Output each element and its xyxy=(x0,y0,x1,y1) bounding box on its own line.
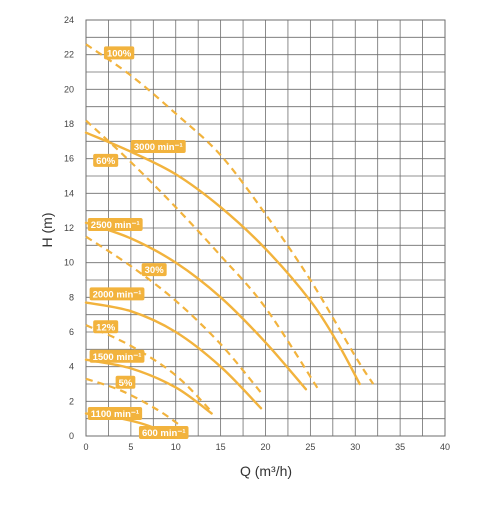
y-tick-label: 24 xyxy=(64,15,74,25)
curve-label-background xyxy=(87,218,143,232)
x-tick-label: 30 xyxy=(350,442,360,452)
y-tick-label: 6 xyxy=(69,327,74,337)
y-tick-label: 4 xyxy=(69,362,74,372)
efficiency-curve-5 xyxy=(85,377,181,427)
curve-label-background xyxy=(93,320,119,334)
curves xyxy=(84,43,375,432)
curve-label: 2000 min⁻¹ xyxy=(89,287,145,301)
y-tick-label: 20 xyxy=(64,84,74,94)
efficiency-curve-30 xyxy=(85,235,262,394)
speed-curve-3000 xyxy=(84,131,361,386)
curve-label: 600 min⁻¹ xyxy=(138,426,189,440)
curve-label-background xyxy=(87,406,143,420)
curve-label-text: 5% xyxy=(119,378,133,389)
x-tick-label: 5 xyxy=(128,442,133,452)
curve-label-text: 2000 min⁻¹ xyxy=(93,289,142,300)
curve-label: 2500 min⁻¹ xyxy=(87,218,143,232)
curve-labels: 100% 3000 min⁻¹ 60% 2500 min⁻¹ 30% 2000 min⁻¹… xyxy=(87,46,189,440)
curve-label: 60% xyxy=(93,153,119,167)
curve-label-text: 1500 min⁻¹ xyxy=(93,352,142,363)
curve-label-background xyxy=(103,46,135,60)
curve-label: 30% xyxy=(141,263,167,277)
curve-label-background xyxy=(93,153,119,167)
y-tick-label: 8 xyxy=(69,292,74,302)
x-tick-label: 10 xyxy=(171,442,181,452)
curve-label: 1500 min⁻¹ xyxy=(89,349,145,363)
x-axis-title: Q (m³/h) xyxy=(240,463,292,479)
curve-label-text: 30% xyxy=(145,265,165,276)
curve-label-text: 12% xyxy=(96,322,116,333)
curve-label-background xyxy=(89,287,145,301)
curve-label-text: 2500 min⁻¹ xyxy=(91,220,140,231)
y-axis-title: H (m) xyxy=(39,213,55,248)
y-tick-label: 16 xyxy=(64,154,74,164)
speed-curve-1500 xyxy=(84,358,213,415)
x-tick-label: 35 xyxy=(395,442,405,452)
y-tick-label: 10 xyxy=(64,258,74,268)
curve-label-background xyxy=(141,263,167,277)
efficiency-curve-12 xyxy=(85,324,213,413)
y-tick-label: 0 xyxy=(69,431,74,441)
curve-label: 3000 min⁻¹ xyxy=(130,140,186,154)
plot-frame xyxy=(85,19,446,437)
curve-label-text: 60% xyxy=(96,156,116,167)
efficiency-curve-60 xyxy=(85,119,321,392)
x-tick-label: 40 xyxy=(440,442,450,452)
curve-label-text: 3000 min⁻¹ xyxy=(134,142,183,153)
x-tick-label: 20 xyxy=(260,442,270,452)
x-tick-label: 0 xyxy=(83,442,88,452)
curve-label-background xyxy=(138,426,189,440)
curve-label-background xyxy=(130,140,186,154)
curve-label-background xyxy=(89,349,145,363)
y-tick-label: 2 xyxy=(69,396,74,406)
speed-curve-2000 xyxy=(84,301,263,410)
grid xyxy=(85,19,446,437)
curve-label: 5% xyxy=(115,375,136,389)
y-tick-label: 18 xyxy=(64,119,74,129)
speed-curve-2500 xyxy=(84,221,308,391)
y-tick-label: 14 xyxy=(64,188,74,198)
y-tick-label: 12 xyxy=(64,223,74,233)
curve-label-text: 100% xyxy=(107,48,132,59)
curve-label-text: 1100 min⁻¹ xyxy=(91,409,139,420)
curve-label: 100% xyxy=(103,46,135,60)
curve-label: 12% xyxy=(93,320,119,334)
x-tick-label: 25 xyxy=(305,442,315,452)
y-tick-label: 22 xyxy=(64,50,74,60)
curve-label-text: 600 min⁻¹ xyxy=(142,428,186,439)
x-tick-label: 15 xyxy=(216,442,226,452)
curve-label: 1100 min⁻¹ xyxy=(87,406,143,420)
curve-label-background xyxy=(115,375,136,389)
efficiency-curve-100 xyxy=(85,43,375,385)
